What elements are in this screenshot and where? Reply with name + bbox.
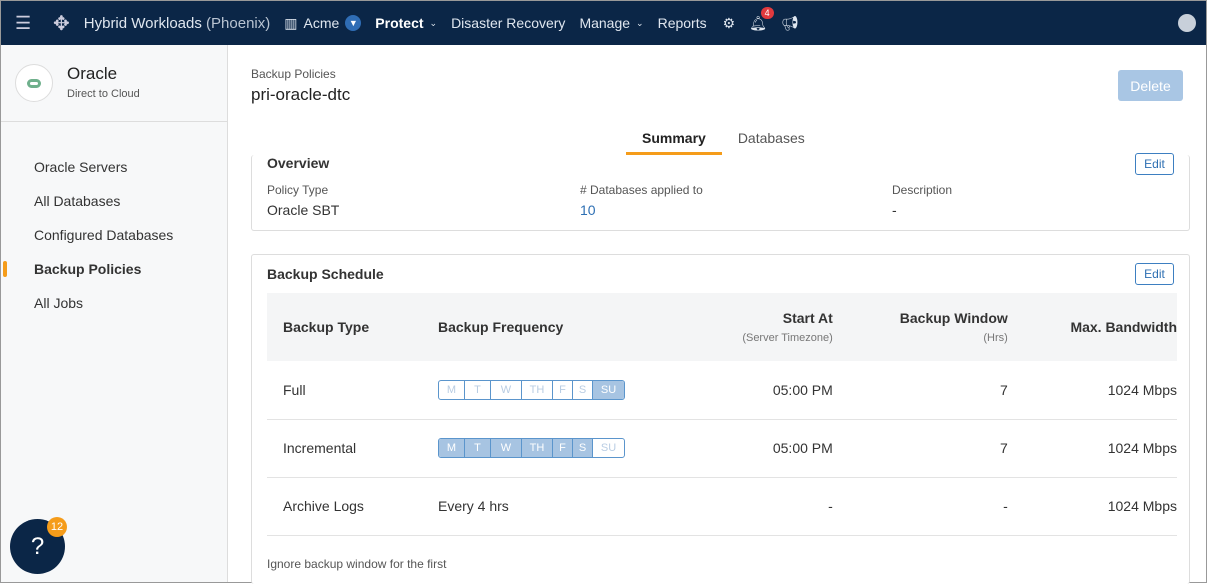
start-at: 05:00 PM bbox=[695, 419, 849, 478]
max-bandwidth: 1024 Mbps bbox=[1023, 419, 1177, 478]
day-s: S bbox=[573, 439, 593, 457]
col-backup-type: Backup Type bbox=[267, 293, 422, 361]
table-row: Incremental M T W TH F S SU 05:00 PM 7 1024 Mbps bbox=[267, 419, 1177, 478]
help-badge: 12 bbox=[47, 517, 67, 537]
oracle-icon bbox=[15, 64, 53, 102]
chevron-down-icon: ⌄ bbox=[636, 17, 644, 28]
nav-protect[interactable]: Protect bbox=[375, 15, 424, 31]
description-value: - bbox=[892, 202, 897, 218]
sidebar-item-oracle-servers[interactable]: Oracle Servers bbox=[34, 159, 128, 175]
day-t: T bbox=[465, 439, 491, 457]
tab-databases[interactable]: Databases bbox=[737, 130, 805, 146]
notification-badge: 4 bbox=[760, 6, 774, 19]
delete-button[interactable]: Delete bbox=[1118, 70, 1183, 101]
db-count-link[interactable]: 10 bbox=[580, 202, 596, 218]
sidebar-item-all-jobs[interactable]: All Jobs bbox=[34, 295, 84, 311]
chevron-down-icon: ▼ bbox=[345, 15, 362, 31]
megaphone-icon[interactable]: 📢︎ bbox=[780, 14, 799, 31]
day-t: T bbox=[465, 380, 491, 399]
app-name: Hybrid Workloads bbox=[83, 14, 202, 32]
day-selector: M T W TH F S SU bbox=[438, 379, 625, 400]
backup-type: Incremental bbox=[267, 419, 422, 478]
backup-schedule-card: Backup Schedule Edit Backup Type Backup … bbox=[251, 254, 1190, 584]
frequency-text: Every 4 hrs bbox=[438, 498, 509, 514]
logo-icon: ✥ bbox=[53, 12, 70, 35]
tab-summary[interactable]: Summary bbox=[626, 123, 722, 155]
schedule-title: Backup Schedule bbox=[267, 266, 384, 282]
day-su: SU bbox=[593, 380, 624, 399]
description-label: Description bbox=[892, 183, 953, 197]
day-m: M bbox=[439, 439, 465, 457]
backup-window: 7 bbox=[848, 419, 1024, 478]
sidebar-title: Oracle bbox=[67, 64, 118, 83]
nav-reports[interactable]: Reports bbox=[657, 15, 707, 31]
building-icon: ▥ bbox=[284, 14, 298, 31]
col-max-bandwidth: Max. Bandwidth bbox=[1023, 293, 1177, 361]
backup-type: Full bbox=[267, 361, 422, 420]
menu-icon[interactable]: ☰ bbox=[15, 12, 32, 33]
sidebar-item-all-databases[interactable]: All Databases bbox=[34, 193, 121, 209]
db-count-label: # Databases applied to bbox=[580, 183, 703, 197]
env-name: (Phoenix) bbox=[206, 14, 271, 32]
overview-edit-button[interactable]: Edit bbox=[1135, 153, 1174, 175]
policy-type-value: Oracle SBT bbox=[267, 202, 340, 218]
org-name: Acme bbox=[303, 15, 340, 31]
policy-type-label: Policy Type bbox=[267, 183, 329, 197]
schedule-edit-button[interactable]: Edit bbox=[1135, 263, 1174, 285]
day-th: TH bbox=[522, 439, 553, 457]
app-title[interactable]: Hybrid Workloads (Phoenix) bbox=[84, 15, 270, 32]
col-backup-window: Backup Window (Hrs) bbox=[848, 293, 1024, 361]
max-bandwidth: 1024 Mbps bbox=[1023, 361, 1177, 420]
page-title: pri-oracle-dtc bbox=[251, 85, 351, 104]
breadcrumb[interactable]: Backup Policies bbox=[251, 67, 336, 81]
day-s: S bbox=[573, 380, 593, 399]
max-bandwidth: 1024 Mbps bbox=[1023, 477, 1177, 536]
sidebar-item-backup-policies[interactable]: Backup Policies bbox=[1, 252, 227, 286]
day-th: TH bbox=[522, 380, 553, 399]
backup-type: Archive Logs bbox=[267, 477, 422, 536]
nav-manage[interactable]: Manage bbox=[579, 15, 631, 31]
table-row: Archive Logs Every 4 hrs - -1024 Mbps bbox=[267, 477, 1177, 536]
col-start-at: Start At (Server Timezone) bbox=[695, 293, 849, 361]
start-at: 05:00 PM bbox=[695, 361, 849, 420]
overview-title: Overview bbox=[267, 155, 330, 171]
bell-icon[interactable]: 🔔︎ bbox=[749, 14, 767, 31]
backup-window: 7 bbox=[848, 361, 1024, 420]
settings-icon[interactable]: ⚙ bbox=[722, 14, 736, 31]
user-avatar-icon[interactable] bbox=[1178, 14, 1196, 32]
day-f: F bbox=[553, 380, 573, 399]
nav-disaster-recovery[interactable]: Disaster Recovery bbox=[451, 15, 566, 31]
overview-card: Overview Edit Policy Type Oracle SBT # Da… bbox=[251, 153, 1190, 231]
start-at: - bbox=[695, 477, 849, 536]
schedule-footer-note: Ignore backup window for the first bbox=[267, 557, 447, 571]
day-selector: M T W TH F S SU bbox=[438, 438, 625, 458]
day-su: SU bbox=[600, 442, 617, 454]
day-m: M bbox=[439, 380, 465, 399]
sidebar-item-configured-databases[interactable]: Configured Databases bbox=[34, 227, 174, 243]
schedule-table: Backup Type Backup Frequency Start At (Se… bbox=[267, 293, 1177, 536]
sidebar: Oracle Direct to Cloud Oracle Servers All… bbox=[1, 45, 228, 582]
backup-window: - bbox=[848, 477, 1024, 536]
day-w: W bbox=[491, 439, 522, 457]
org-selector[interactable]: ▥ Acme ▼ bbox=[284, 14, 362, 32]
chevron-down-icon: ⌄ bbox=[429, 17, 438, 28]
col-backup-frequency: Backup Frequency bbox=[422, 293, 696, 361]
sidebar-subtitle: Direct to Cloud bbox=[67, 88, 140, 100]
day-f: F bbox=[553, 439, 573, 457]
table-row: Full M T W TH F S SU 05:00 PM 7 1024 Mbps bbox=[267, 361, 1177, 420]
top-nav: ☰ ✥ Hybrid Workloads (Phoenix) ▥ Acme ▼ Pr… bbox=[1, 1, 1206, 45]
main-content: Backup Policies pri-oracle-dtc Delete Su… bbox=[251, 45, 1190, 584]
day-w: W bbox=[491, 380, 522, 399]
